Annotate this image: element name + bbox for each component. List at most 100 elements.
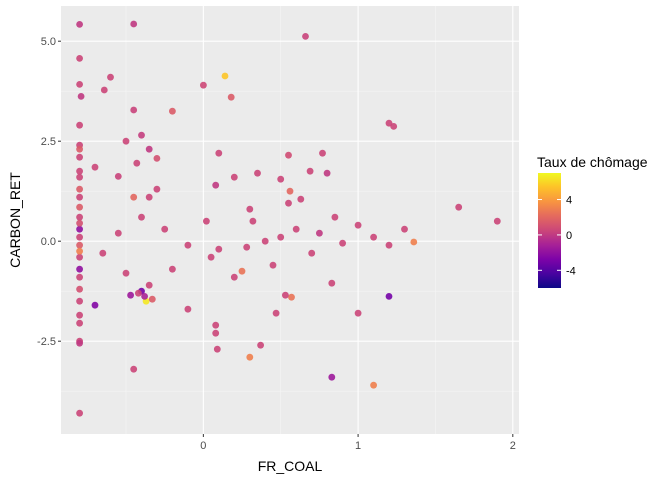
x-axis-title: FR_COAL bbox=[258, 458, 323, 474]
data-point bbox=[130, 106, 138, 114]
data-point bbox=[207, 253, 215, 261]
data-point bbox=[76, 21, 83, 28]
data-point bbox=[127, 291, 134, 299]
data-point bbox=[148, 295, 156, 303]
data-point bbox=[257, 341, 264, 349]
x-axis-ticks: 0 1 2 bbox=[200, 434, 516, 452]
data-point bbox=[169, 107, 176, 115]
data-point bbox=[254, 169, 261, 177]
data-point bbox=[246, 205, 254, 213]
data-point bbox=[100, 86, 108, 94]
legend-title: Taux de chômage bbox=[537, 154, 648, 170]
data-point bbox=[76, 285, 83, 293]
data-point bbox=[91, 163, 99, 171]
data-point bbox=[76, 185, 83, 193]
data-point bbox=[76, 145, 83, 153]
y-tick-label: 2.5 bbox=[41, 136, 56, 148]
data-point bbox=[339, 239, 346, 247]
data-point bbox=[76, 233, 83, 241]
data-point bbox=[145, 193, 153, 201]
data-point bbox=[141, 293, 149, 300]
data-point bbox=[455, 203, 463, 211]
data-point bbox=[297, 195, 305, 203]
data-point bbox=[184, 241, 192, 249]
major-gridlines bbox=[61, 6, 519, 434]
data-point bbox=[227, 93, 235, 101]
data-point bbox=[302, 33, 309, 40]
data-point bbox=[249, 217, 257, 225]
data-point bbox=[76, 247, 83, 255]
y-tick-label: 0.0 bbox=[41, 236, 56, 248]
legend-colorbar bbox=[538, 173, 561, 288]
data-point bbox=[184, 305, 192, 313]
data-point bbox=[212, 321, 220, 329]
data-point bbox=[331, 213, 339, 221]
data-point bbox=[114, 173, 122, 180]
data-point bbox=[91, 301, 99, 309]
data-point bbox=[99, 249, 107, 257]
data-point bbox=[277, 233, 285, 241]
data-point bbox=[76, 219, 83, 227]
x-tick-label: 1 bbox=[355, 440, 361, 452]
data-point bbox=[76, 81, 83, 88]
data-point bbox=[212, 181, 220, 189]
data-point bbox=[328, 279, 336, 287]
data-point bbox=[76, 203, 83, 211]
data-point bbox=[292, 225, 300, 233]
data-point bbox=[200, 81, 207, 89]
data-point bbox=[390, 123, 398, 130]
data-point bbox=[203, 217, 210, 225]
data-point bbox=[410, 238, 418, 246]
data-point bbox=[213, 345, 221, 353]
y-axis-ticks: -2.5 0.0 2.5 5.0 bbox=[37, 36, 61, 348]
data-point bbox=[288, 293, 295, 301]
data-point bbox=[215, 245, 223, 253]
data-point bbox=[76, 339, 83, 347]
x-tick-label: 0 bbox=[200, 440, 206, 452]
data-point bbox=[282, 291, 289, 299]
data-point bbox=[135, 289, 142, 297]
data-point bbox=[76, 409, 83, 417]
data-point bbox=[308, 249, 316, 257]
data-point bbox=[212, 329, 220, 337]
data-point bbox=[230, 273, 238, 281]
data-point bbox=[76, 319, 83, 327]
data-point bbox=[215, 149, 223, 157]
data-point bbox=[77, 93, 85, 100]
data-point bbox=[76, 153, 83, 161]
legend-label: -4 bbox=[566, 265, 576, 277]
data-point bbox=[161, 225, 169, 233]
data-point bbox=[76, 167, 83, 175]
data-point bbox=[114, 229, 122, 237]
x-tick-label: 2 bbox=[510, 440, 516, 452]
data-point bbox=[230, 173, 238, 181]
data-point bbox=[133, 159, 141, 167]
data-point bbox=[319, 149, 326, 157]
plot-panel bbox=[61, 6, 519, 434]
y-tick-label: -2.5 bbox=[37, 336, 56, 348]
data-point bbox=[306, 167, 314, 175]
data-point bbox=[122, 269, 130, 277]
data-point bbox=[76, 297, 83, 305]
data-point bbox=[261, 237, 269, 245]
y-axis-title: CARBON_RET bbox=[7, 172, 23, 268]
data-point bbox=[145, 145, 153, 153]
data-point bbox=[354, 221, 362, 229]
data-points bbox=[76, 20, 501, 417]
legend-ticks: 4 0 -4 bbox=[538, 195, 576, 277]
data-point bbox=[401, 225, 408, 233]
data-point bbox=[328, 373, 336, 381]
data-point bbox=[76, 253, 83, 261]
data-point bbox=[354, 309, 362, 317]
data-point bbox=[76, 55, 83, 62]
legend-label: 4 bbox=[566, 195, 572, 207]
data-point bbox=[153, 185, 161, 193]
data-point bbox=[286, 187, 294, 195]
data-point bbox=[76, 213, 83, 221]
data-point bbox=[370, 233, 377, 241]
data-point bbox=[145, 281, 153, 289]
data-point bbox=[272, 309, 280, 317]
data-point bbox=[323, 169, 331, 177]
data-point bbox=[316, 229, 323, 237]
